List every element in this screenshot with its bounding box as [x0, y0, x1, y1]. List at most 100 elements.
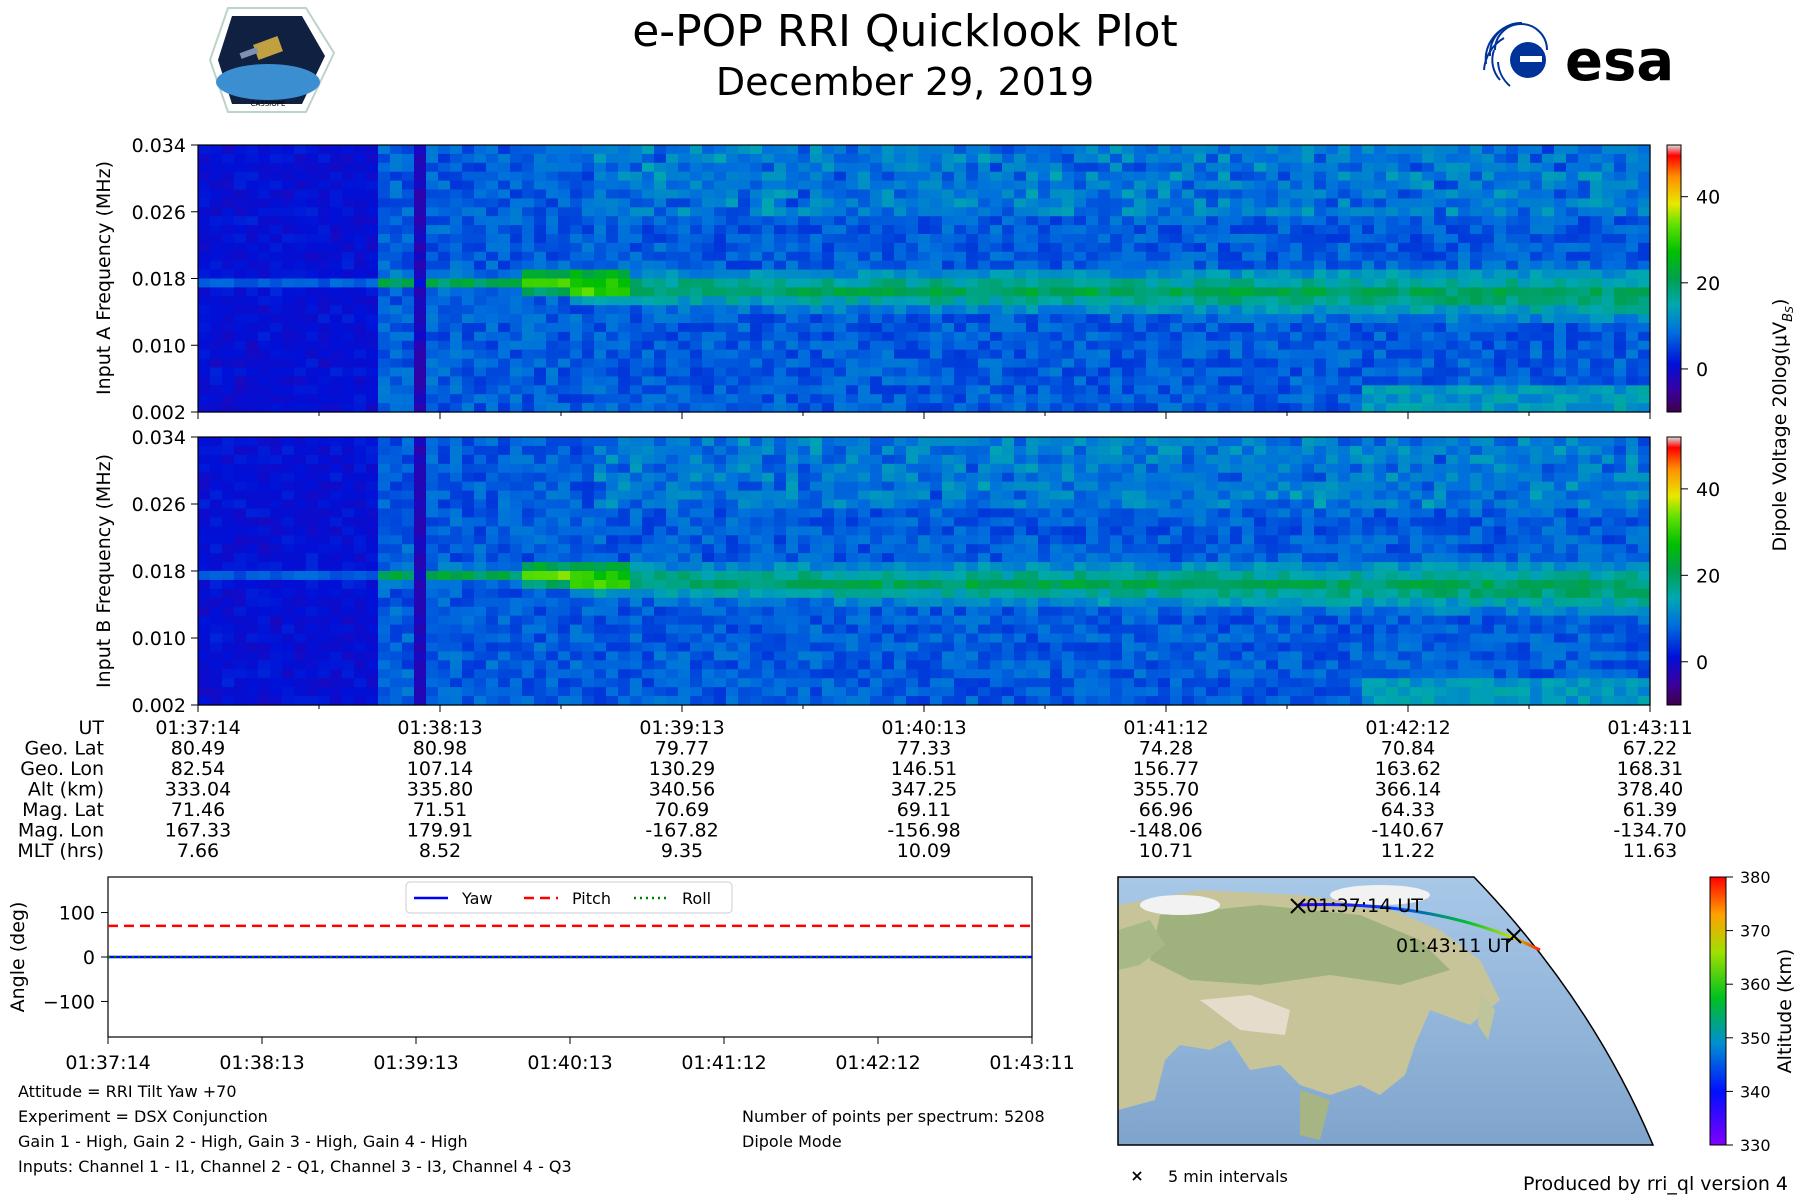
- spectrogram-cell: [666, 350, 679, 360]
- spectrogram-cell: [678, 154, 691, 164]
- spectrogram-cell: [1278, 270, 1291, 280]
- spectrogram-cell: [1518, 403, 1531, 413]
- spectrogram-cell: [1530, 234, 1543, 244]
- spectrogram-cell: [366, 359, 379, 369]
- spectrogram-cell: [618, 616, 631, 626]
- spectrogram-cell: [306, 500, 319, 510]
- spectrogram-cell: [1554, 394, 1567, 404]
- spectrogram-cell: [1506, 314, 1519, 324]
- spectrogram-cell: [510, 216, 523, 226]
- spectrogram-cell: [366, 216, 379, 226]
- spectrogram-cell: [1542, 181, 1555, 191]
- spectrogram-cell: [534, 207, 547, 217]
- spectrogram-cell: [222, 687, 235, 697]
- spectrogram-cell: [282, 535, 295, 545]
- spectrogram-cell: [678, 376, 691, 386]
- spectrogram-cell: [1326, 198, 1339, 208]
- spectrogram-cell: [1002, 154, 1015, 164]
- spectrogram-cell: [678, 660, 691, 670]
- spectrogram-cell: [606, 544, 619, 554]
- spectrogram-cell: [234, 651, 247, 661]
- spectrogram-cell: [1374, 376, 1387, 386]
- spectrogram-cell: [342, 368, 355, 378]
- spectrogram-cell: [558, 589, 571, 599]
- spectrogram-cell: [750, 181, 763, 191]
- spectrogram-cell: [1014, 350, 1027, 360]
- spectrogram-cell: [1302, 216, 1315, 226]
- spectrogram-cell: [246, 261, 259, 271]
- spectrogram-cell: [414, 571, 427, 581]
- spectrogram-cell: [558, 252, 571, 261]
- spectrogram-cell: [426, 526, 439, 536]
- spectrogram-cell: [798, 163, 811, 173]
- spectrogram-cell: [354, 243, 367, 253]
- spectrogram-cell: [402, 172, 415, 182]
- spectrogram-cell: [642, 571, 655, 581]
- spectrogram-cell: [1638, 376, 1651, 386]
- spectrogram-cell: [1494, 359, 1507, 369]
- spectrogram-cell: [330, 616, 343, 626]
- spectrogram-cell: [402, 207, 415, 217]
- spectrogram-cell: [1362, 279, 1375, 289]
- spectrogram-cell: [438, 350, 451, 360]
- spectrogram-cell: [510, 544, 523, 554]
- spectrogram-cell: [1626, 394, 1639, 404]
- spectrogram-cell: [378, 279, 391, 289]
- spectrogram-cell: [378, 544, 391, 554]
- spectrogram-cell: [1158, 270, 1171, 280]
- spectrogram-cell: [462, 634, 475, 644]
- spectrogram-cell: [642, 580, 655, 590]
- spectrogram-cell: [534, 252, 547, 261]
- spectrogram-cell: [1122, 296, 1135, 306]
- spectrogram-cell: [330, 207, 343, 217]
- spectrogram-cell: [534, 163, 547, 173]
- spectrogram-cell: [882, 234, 895, 244]
- spectrogram-cell: [1254, 279, 1267, 289]
- spectrogram-cell: [222, 234, 235, 244]
- spectrogram-cell: [1050, 145, 1063, 155]
- spectrogram-cell: [1038, 207, 1051, 217]
- spectrogram-cell: [1458, 216, 1471, 226]
- spectrogram-cell: [834, 163, 847, 173]
- spectrogram-cell: [738, 323, 751, 333]
- spectrogram-cell: [822, 163, 835, 173]
- spectrogram-cell: [618, 332, 631, 342]
- spectrogram-cell: [810, 243, 823, 253]
- spectrogram-cell: [1086, 270, 1099, 280]
- spectrogram-cell: [1278, 296, 1291, 306]
- spectrogram-cell: [894, 225, 907, 235]
- spectrogram-cell: [198, 625, 211, 635]
- spectrogram-cell: [714, 491, 727, 501]
- spectrogram-cell: [1134, 163, 1147, 173]
- spectrogram-cell: [1374, 332, 1387, 342]
- spectrogram-cell: [366, 446, 379, 456]
- spectrogram-cell: [714, 385, 727, 395]
- spectrogram-cell: [258, 553, 271, 563]
- spectrogram-cell: [306, 598, 319, 608]
- spectrogram-cell: [546, 145, 559, 155]
- spectrogram-cell: [1578, 394, 1591, 404]
- spectrogram-cell: [1410, 216, 1423, 226]
- spectrogram-cell: [738, 207, 751, 217]
- spectrogram-cell: [1350, 172, 1363, 182]
- spectrogram-cell: [822, 305, 835, 315]
- spectrogram-cell: [846, 198, 859, 208]
- spectrogram-cell: [534, 385, 547, 395]
- spectrogram-cell: [222, 270, 235, 280]
- spectrogram-cell: [834, 385, 847, 395]
- spectrogram-cell: [318, 508, 331, 518]
- spectrogram-cell: [390, 446, 403, 456]
- spectrogram-cell: [1158, 216, 1171, 226]
- spectrogram-cell: [1482, 323, 1495, 333]
- spectrogram-cell: [1242, 234, 1255, 244]
- spectrogram-cell: [1386, 341, 1399, 351]
- spectrogram-cell: [246, 198, 259, 208]
- spectrogram-cell: [1350, 332, 1363, 342]
- spectrogram-cell: [822, 332, 835, 342]
- spectrogram-cell: [354, 508, 367, 518]
- spectrogram-cell: [834, 270, 847, 280]
- spectrogram-cell: [1110, 332, 1123, 342]
- spectrogram-cell: [954, 225, 967, 235]
- spectrogram-cell: [1218, 154, 1231, 164]
- spectrogram-cell: [294, 589, 307, 599]
